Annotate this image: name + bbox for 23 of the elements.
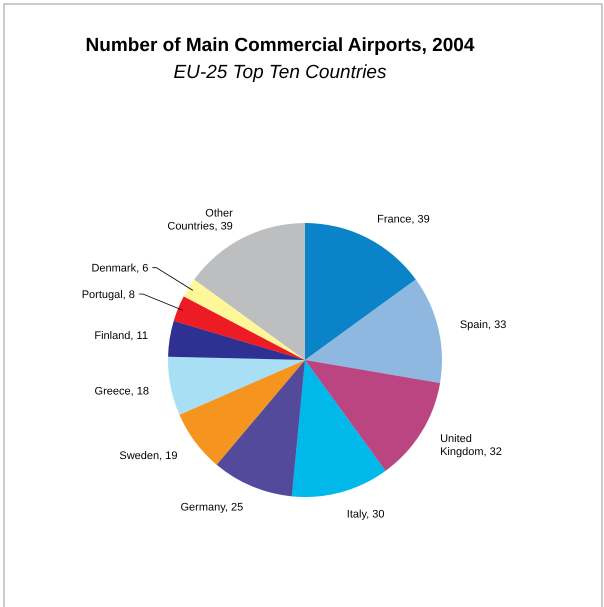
slice-label: France, 39 [377, 213, 430, 226]
slice-label: Other Countries, 39 [167, 207, 234, 232]
slice-label: Finland, 11 [94, 330, 148, 342]
pie-slice [168, 320, 305, 360]
slice-label: Germany, 25 [180, 502, 244, 514]
pie-slice [174, 296, 305, 360]
pie-slice [305, 360, 440, 471]
slice-label: Sweden, 19 [119, 450, 178, 462]
pie-slice [216, 360, 305, 496]
slice-label: Portugal, 8 [82, 289, 135, 302]
pie-slice [305, 223, 416, 360]
pie-slice [168, 356, 305, 415]
pie-slice [292, 360, 386, 497]
slice-label: United Kingdom, 32 [440, 432, 502, 458]
slice-label: Greece, 18 [94, 386, 149, 398]
slice-label: Italy, 30 [346, 508, 384, 520]
pie-slice [179, 360, 305, 465]
chart-title: Number of Main Commercial Airports, 2004 [86, 35, 475, 56]
slice-label: Spain, 33 [460, 318, 506, 331]
slice-label: Denmark, 6 [91, 262, 148, 275]
pie-slice [184, 279, 305, 360]
pie-slice [305, 279, 442, 384]
chart-subtitle: EU-25 Top Ten Countries [174, 62, 387, 83]
